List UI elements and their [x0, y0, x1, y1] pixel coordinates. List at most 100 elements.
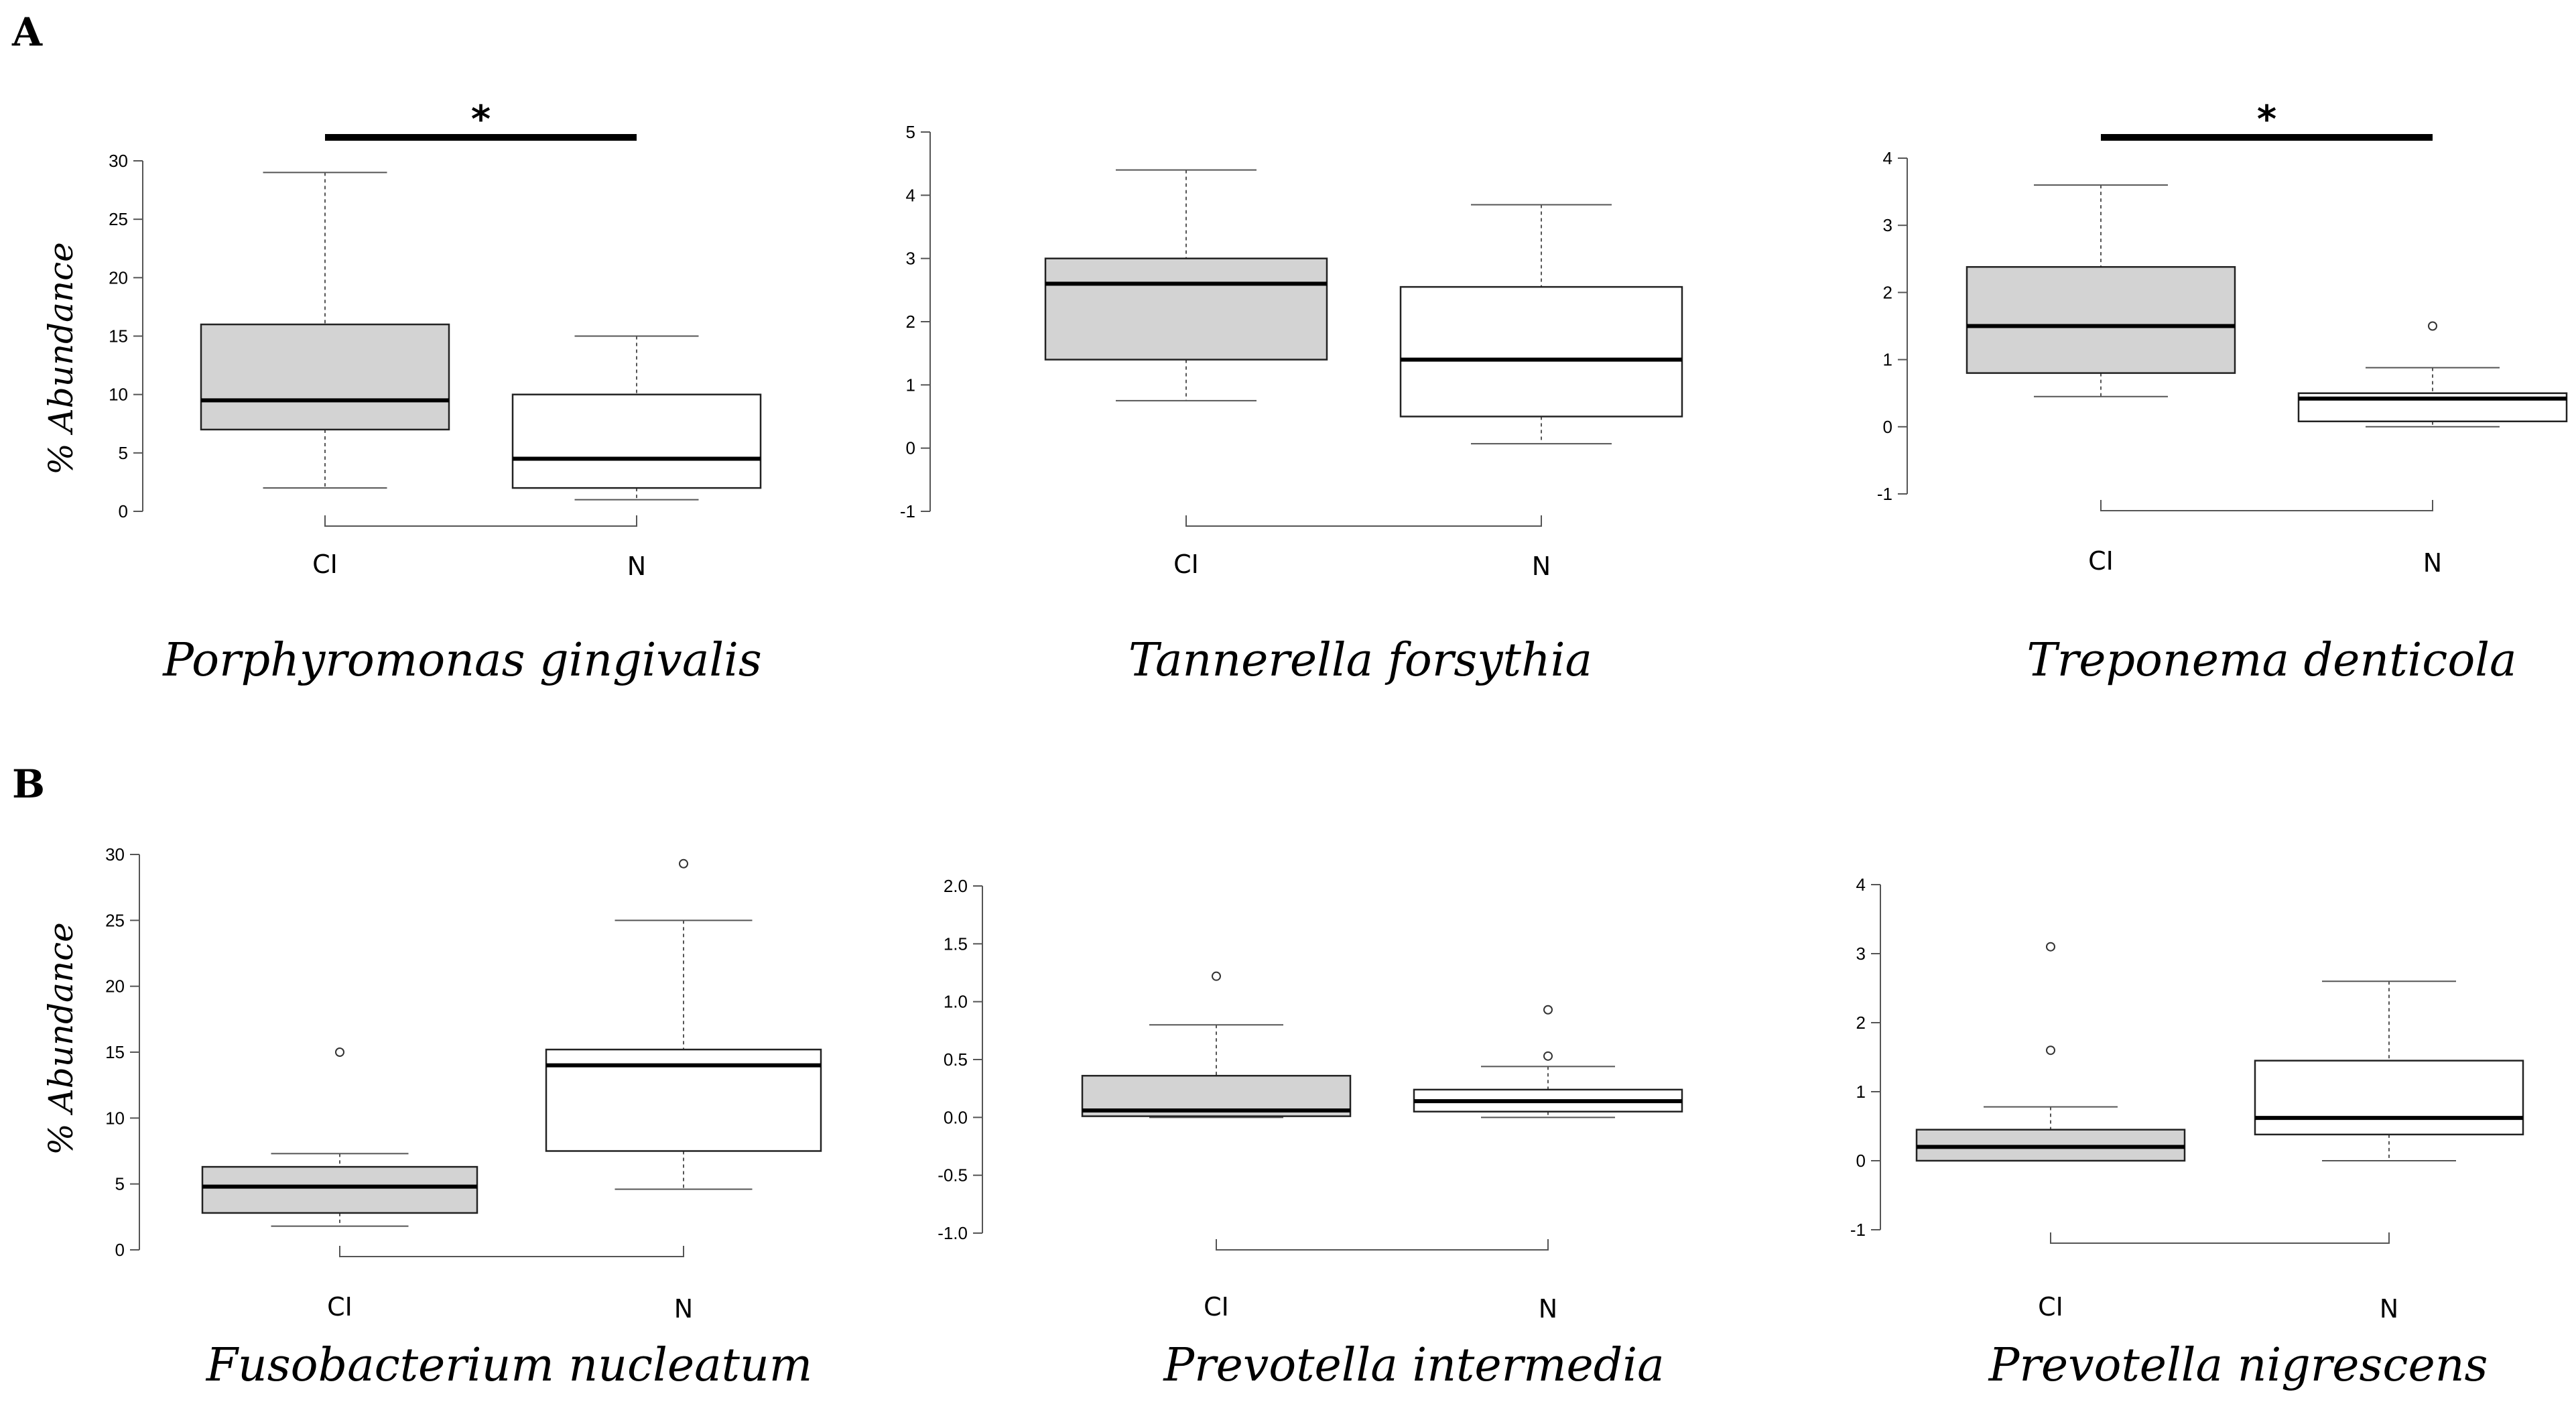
y-tick-label: 20 [109, 267, 128, 288]
y-tick-label: 30 [109, 151, 128, 171]
y-tick-label: 0 [1883, 417, 1892, 437]
y-tick-label: 1 [1856, 1082, 1866, 1102]
x-axis-bracket [2050, 1232, 2390, 1244]
y-tick-label: 1 [1883, 350, 1892, 370]
x-axis-bracket [339, 1246, 684, 1257]
category-label-n: N [674, 1294, 693, 1324]
box-ci [200, 172, 450, 489]
y-tick-label: 2 [1883, 282, 1892, 302]
y-tick-label: 3 [1883, 215, 1892, 235]
iqr-box [1044, 257, 1328, 361]
chart-title: Tannerella forsythia [1129, 634, 1592, 687]
y-tick-label: 0 [119, 501, 128, 521]
y-tick-label: 1.0 [944, 992, 968, 1012]
y-axis-label: % Abundance [42, 242, 80, 475]
y-tick-label: 2.0 [944, 876, 968, 896]
x-axis-bracket [324, 515, 637, 527]
y-tick-label: 5 [115, 1174, 125, 1194]
chart-title: Prevotella intermedia [1162, 1339, 1664, 1392]
x-axis-bracket [1216, 1239, 1549, 1251]
iqr-box [1399, 285, 1683, 418]
box-ci [201, 1047, 478, 1227]
y-tick-label: -1 [900, 501, 915, 521]
chart-title: Fusobacterium nucleatum [205, 1339, 813, 1392]
category-label-ci: CI [327, 1292, 352, 1322]
box-ci [1966, 184, 2236, 397]
y-tick-label: 0 [115, 1240, 125, 1260]
y-tick-label: 30 [105, 844, 125, 865]
y-tick-label: 25 [105, 910, 125, 930]
boxplot-chart-6: -1 0 1 2 3 4 CI N Prevotella nigrescens [1850, 875, 2524, 1392]
y-tick-label: 15 [105, 1042, 125, 1062]
panel-label-a: A [11, 9, 43, 55]
y-tick-label: 1 [906, 375, 915, 395]
outlier-point [2046, 1045, 2055, 1056]
y-tick-label: -1 [1850, 1220, 1866, 1240]
box-n [545, 858, 822, 1190]
y-tick-label: 0.5 [944, 1049, 968, 1070]
y-tick-label: 20 [105, 976, 125, 997]
significance-star: * [471, 98, 491, 141]
y-tick-label: 3 [906, 249, 915, 269]
y-tick-label: 5 [119, 443, 128, 463]
category-label-n: N [1532, 552, 1551, 581]
y-axis-label: % Abundance [42, 922, 80, 1155]
outlier-point [2428, 321, 2437, 331]
y-tick-label: 15 [109, 326, 128, 346]
box-n [511, 335, 762, 501]
y-tick-label: 1.5 [944, 934, 968, 954]
category-label-ci: CI [2038, 1292, 2063, 1322]
box-ci [1081, 971, 1352, 1119]
x-axis-bracket [1185, 515, 1542, 527]
box-ci [1915, 942, 2186, 1162]
iqr-box [511, 393, 762, 489]
y-tick-label: 25 [109, 209, 128, 229]
y-tick-label: -1 [1877, 484, 1892, 504]
chart-title: Prevotella nigrescens [1988, 1339, 2488, 1392]
category-label-n: N [627, 552, 646, 581]
y-tick-label: 5 [906, 122, 915, 142]
y-tick-label: 2 [906, 312, 915, 332]
box-n [2254, 980, 2524, 1161]
boxplot-chart-5: -1.0 -0.5 0.0 0.5 1.0 1.5 2.0 CI N Prevotella int… [938, 876, 1683, 1392]
outlier-point [1212, 971, 1221, 981]
panel-label-b: B [12, 761, 45, 807]
category-label-n: N [2423, 548, 2442, 578]
box-n [2297, 321, 2568, 428]
box-n [1399, 204, 1683, 445]
boxplot-chart-1: 0 5 10 15 20 25 30 CI N * % Abundance Porphyromonas… [42, 98, 762, 687]
outlier-point [2046, 942, 2055, 952]
iqr-box [1966, 266, 2236, 374]
boxplot-chart-2: -1 0 1 2 3 4 5 CI N Tannerella forsythia [900, 122, 1683, 687]
y-tick-label: 10 [109, 385, 128, 405]
category-label-n: N [2380, 1294, 2398, 1324]
category-label-ci: CI [2088, 546, 2114, 576]
y-tick-label: 10 [105, 1108, 125, 1128]
y-tick-label: 3 [1856, 944, 1866, 964]
y-tick-label: 4 [1883, 148, 1892, 168]
category-label-n: N [1539, 1294, 1557, 1324]
y-tick-label: 0 [906, 438, 915, 458]
box-ci [1044, 169, 1328, 401]
y-tick-label: 4 [1856, 875, 1866, 895]
x-axis-bracket [2100, 500, 2433, 511]
category-label-ci: CI [312, 550, 338, 579]
y-tick-label: -1.0 [938, 1223, 968, 1243]
category-label-ci: CI [1173, 550, 1199, 579]
chart-title: Porphyromonas gingivalis [162, 634, 762, 687]
outlier-point [1543, 1005, 1553, 1015]
y-tick-label: 2 [1856, 1013, 1866, 1033]
outlier-point [335, 1047, 344, 1057]
outlier-point [679, 858, 688, 869]
boxplot-chart-3: -1 0 1 2 3 4 CI N * Treponema denticola [1877, 98, 2568, 687]
y-tick-label: 0.0 [944, 1107, 968, 1127]
chart-title: Treponema denticola [2026, 634, 2516, 687]
y-tick-label: -0.5 [938, 1165, 968, 1186]
iqr-box [201, 1165, 478, 1214]
outlier-point [1543, 1051, 1553, 1061]
iqr-box [2254, 1060, 2524, 1136]
boxplot-chart-4: 0 5 10 15 20 25 30 CI N % Abundance Fusobacterium … [42, 844, 822, 1392]
box-n [1413, 1005, 1683, 1119]
